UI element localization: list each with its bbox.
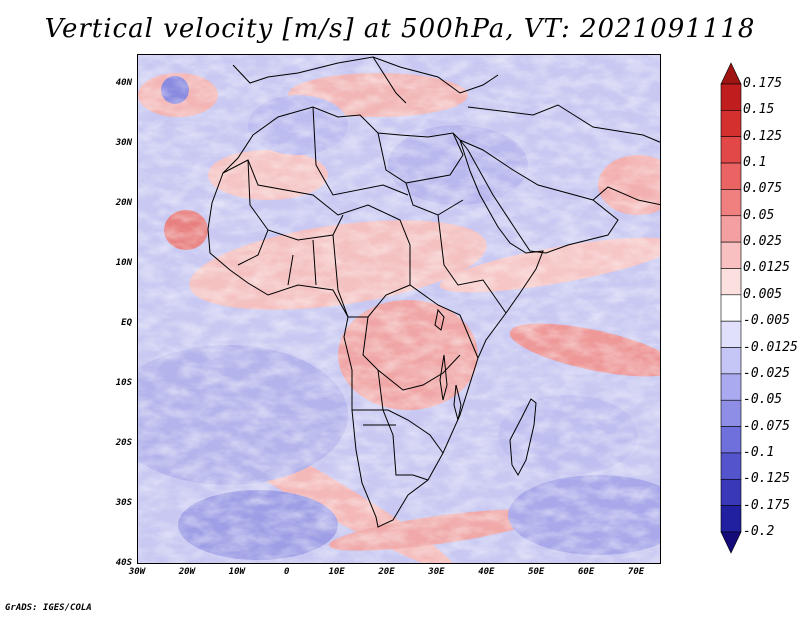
colorbar-level-label: -0.05 [743, 392, 783, 408]
colorbar-level-label: -0.005 [743, 313, 790, 329]
map-plot-area [137, 54, 661, 564]
colorbar-level-label: 0.075 [743, 181, 783, 197]
colorbar-swatch [720, 373, 742, 401]
colorbar-level-label: -0.175 [743, 497, 790, 513]
colorbar-level-label: -0.075 [743, 418, 790, 434]
colorbar-level-label: 0.025 [743, 234, 783, 250]
colorbar-level-label: 0.125 [743, 128, 783, 144]
colorbar-level-label: 0.005 [743, 286, 783, 302]
lon-tick-label: 40E [478, 567, 495, 577]
colorbar-bottom-triangle [720, 531, 742, 554]
colorbar-swatch [720, 215, 742, 243]
colorbar-swatch [720, 110, 742, 138]
colorbar [720, 62, 742, 554]
colorbar-swatch [720, 478, 742, 506]
colorbar-swatch [720, 426, 742, 454]
colorbar-swatch [720, 505, 742, 533]
lon-tick-label: 50E [528, 567, 545, 577]
colorbar-level-label: 0.05 [743, 207, 775, 223]
colorbar-swatch [720, 241, 742, 269]
lat-tick-label: 20N [115, 198, 132, 208]
lon-tick-label: 0 [283, 567, 290, 577]
colorbar-level-label: -0.2 [743, 524, 775, 539]
lat-tick-label: 40N [115, 78, 132, 88]
lon-tick-label: 10W [228, 567, 245, 577]
colorbar-top-triangle [720, 62, 742, 85]
lat-tick-label: 30S [115, 498, 132, 508]
lat-tick-label: 30N [115, 138, 132, 148]
lat-tick-label: EQ [121, 318, 132, 328]
colorbar-swatch [720, 294, 742, 322]
colorbar-swatch [720, 136, 742, 164]
chart-title: Vertical velocity [m/s] at 500hPa, VT: 2… [44, 14, 756, 44]
colorbar-level-label: -0.025 [743, 365, 790, 381]
lat-tick-label: 40S [115, 558, 132, 568]
colorbar-level-label: 0.0125 [743, 260, 790, 276]
colorbar-swatch [720, 189, 742, 217]
lon-tick-label: 30W [128, 567, 146, 577]
colorbar-swatch [720, 452, 742, 480]
colorbar-level-label: 0.15 [743, 102, 775, 118]
lon-tick-label: 70E [627, 567, 645, 577]
colorbar-level-label: -0.125 [743, 471, 790, 487]
colorbar-swatch [720, 83, 742, 111]
lon-tick-label: 30E [428, 567, 445, 577]
coastline-and-borders [207, 56, 660, 528]
lon-tick-label: 20E [378, 567, 395, 577]
field-texture [138, 55, 660, 563]
lat-tick-label: 10S [115, 378, 132, 388]
colorbar-swatch [720, 399, 742, 427]
colorbar-level-label: -0.0125 [743, 339, 798, 355]
lat-tick-label: 20S [115, 438, 132, 448]
colorbar-level-label: 0.1 [743, 155, 767, 171]
vertical-velocity-field [138, 55, 660, 563]
colorbar-level-label: 0.175 [743, 76, 783, 91]
lon-tick-label: 60E [578, 567, 595, 577]
lat-tick-label: 10N [115, 258, 132, 268]
lon-tick-label: 20W [178, 567, 196, 577]
lon-tick-label: 10E [328, 567, 345, 577]
colorbar-level-label: -0.1 [743, 444, 775, 460]
colorbar-swatch [720, 320, 742, 348]
grads-credit: GrADS: IGES/COLA [5, 603, 92, 613]
colorbar-swatch [720, 347, 742, 375]
colorbar-swatch [720, 162, 742, 190]
colorbar-swatch [720, 268, 742, 296]
